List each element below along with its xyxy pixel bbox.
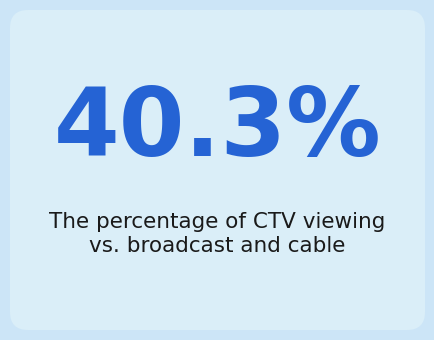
FancyBboxPatch shape [10,10,424,330]
Text: 40.3%: 40.3% [53,84,381,176]
Text: The percentage of CTV viewing: The percentage of CTV viewing [49,212,385,232]
Text: vs. broadcast and cable: vs. broadcast and cable [89,236,345,256]
